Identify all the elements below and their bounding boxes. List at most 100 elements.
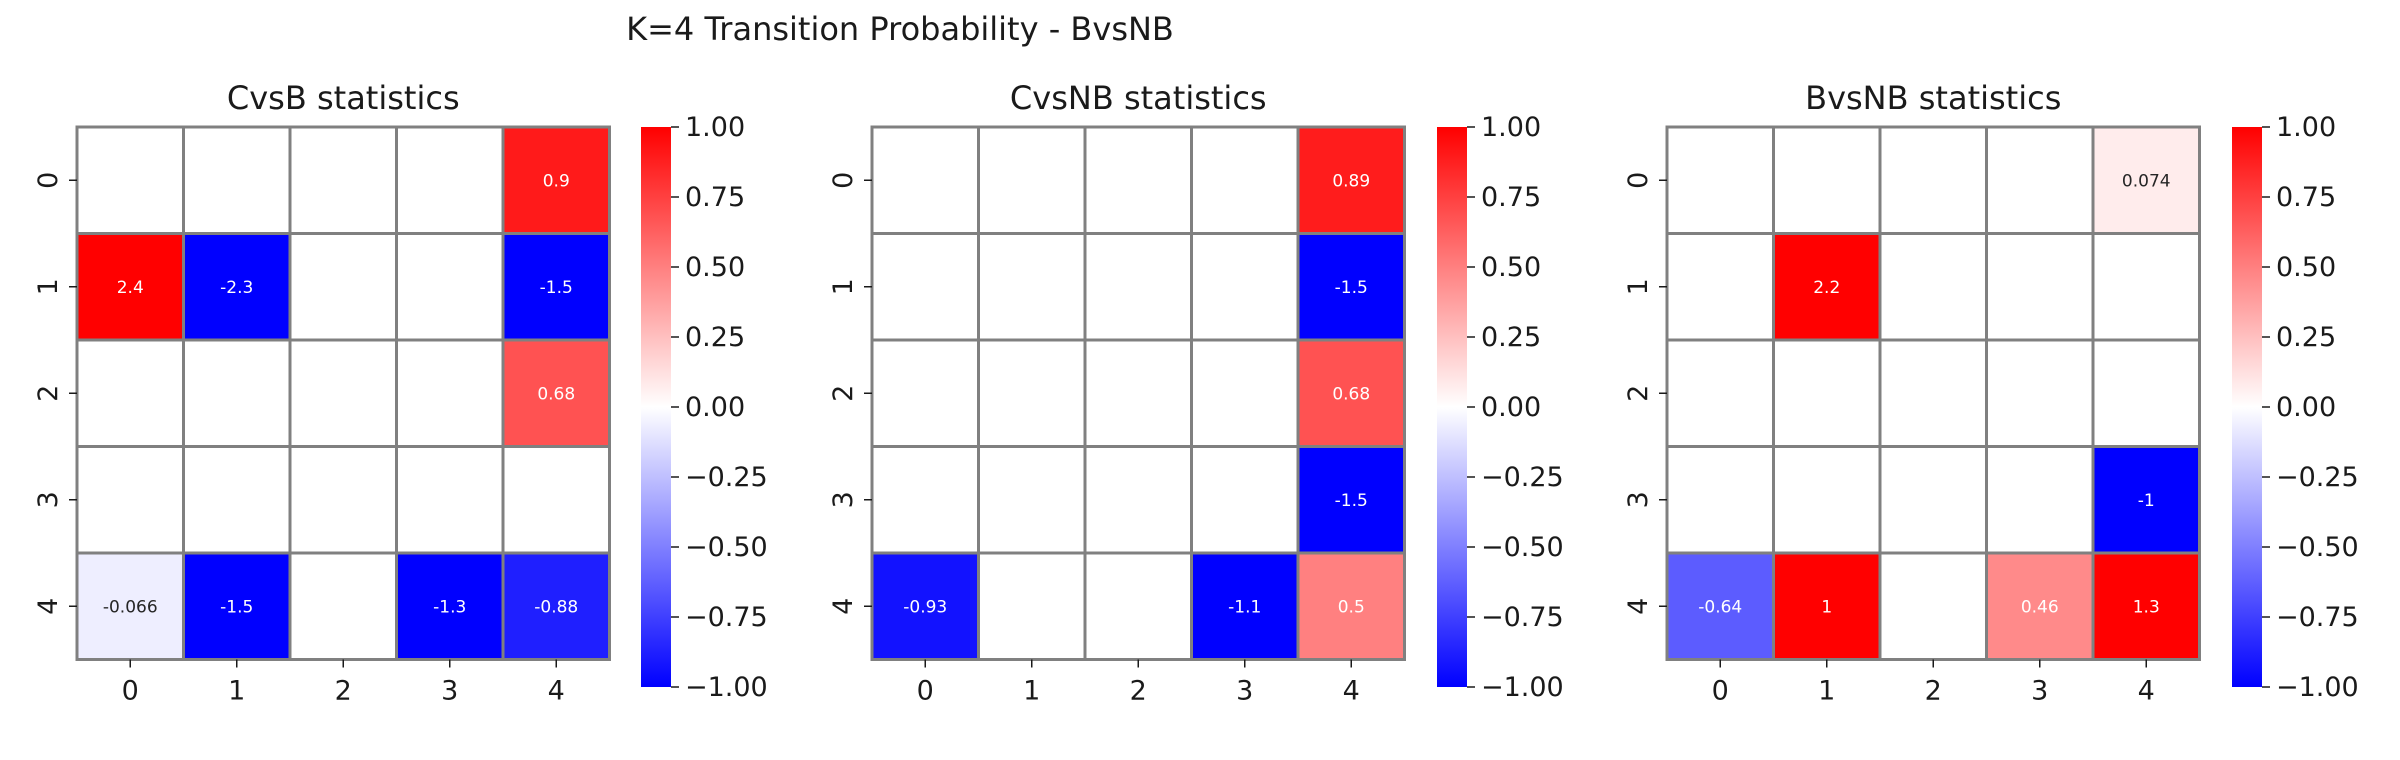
- heatmap-cell: [977, 445, 1087, 555]
- colorbar-tick-label: −0.50: [1481, 532, 1564, 563]
- colorbar-tick-label: 0.25: [1481, 322, 1541, 353]
- panel-title: CvsB statistics: [227, 79, 460, 117]
- x-tick-label: 3: [441, 676, 458, 707]
- cell-value-label: 0.68: [537, 384, 575, 404]
- heatmap-cell: [1772, 338, 1882, 448]
- y-tick-label: 2: [1623, 385, 1654, 402]
- heatmap-cell: [1083, 338, 1193, 448]
- heatmap-cell: [1985, 232, 2095, 342]
- heatmap-cell: [395, 125, 505, 235]
- colorbar-tick-label: −0.25: [1481, 462, 1564, 493]
- heatmap-cell: [1985, 445, 2095, 555]
- heatmap-panel-0: CvsB statistics 0.9 2.4 -2.3 -1.5 0.68 -0.066 -…: [33, 79, 768, 707]
- x-tick-label: 4: [548, 676, 565, 707]
- heatmap-cell: [1665, 125, 1775, 235]
- heatmap-cell: [1772, 125, 1882, 235]
- cell-value-label: 1: [1821, 597, 1832, 617]
- x-tick-label: 2: [1925, 676, 1942, 707]
- heatmap-cell: [288, 125, 398, 235]
- heatmap-cell: [1878, 232, 1988, 342]
- x-tick-label: 1: [228, 676, 245, 707]
- heatmap-cell: [182, 445, 292, 555]
- colorbar-tick-label: −0.25: [2276, 462, 2359, 493]
- cell-value-label: -1.5: [1335, 278, 1368, 298]
- y-tick-label: 2: [828, 385, 859, 402]
- heatmap-cell: [1296, 551, 1406, 661]
- colorbar-tick-label: −1.00: [2276, 672, 2359, 703]
- x-tick-label: 3: [1236, 676, 1253, 707]
- heatmap-cell: [75, 232, 185, 342]
- heatmap-cell: [1665, 445, 1775, 555]
- heatmap-cell: [870, 551, 980, 661]
- heatmap-cell: [1190, 551, 1300, 661]
- heatmap-cell: [2091, 232, 2201, 342]
- heatmap-cell: [182, 338, 292, 448]
- x-tick-label: 0: [122, 676, 139, 707]
- heatmap-cell: [2091, 445, 2201, 555]
- x-tick-label: 1: [1818, 676, 1835, 707]
- y-tick-label: 2: [33, 385, 64, 402]
- cell-value-label: 0.68: [1332, 384, 1370, 404]
- y-tick-label: 0: [1623, 172, 1654, 189]
- heatmap-cell: [75, 445, 185, 555]
- colorbar-tick-label: 0.50: [685, 252, 745, 283]
- cell-value-label: -1: [2138, 491, 2155, 511]
- colorbar-tick-label: 1.00: [1481, 112, 1541, 143]
- heatmap-cell: [1190, 125, 1300, 235]
- y-tick-label: 1: [33, 278, 64, 295]
- cell-value-label: 0.9: [543, 171, 570, 191]
- heatmap-cell: [1296, 125, 1406, 235]
- heatmap-panels: CvsB statistics 0.9 2.4 -2.3 -1.5 0.68 -0.066 -…: [33, 79, 2359, 707]
- heatmap-cell: [75, 338, 185, 448]
- heatmap-cell: [1772, 232, 1882, 342]
- colorbar-tick-label: 0.75: [2276, 182, 2336, 213]
- heatmap-cell: [395, 551, 505, 661]
- heatmap-cell: [870, 445, 980, 555]
- cell-value-label: 0.46: [2021, 597, 2059, 617]
- colorbar: [1437, 127, 1467, 687]
- cell-value-label: -0.066: [103, 597, 158, 617]
- colorbar-tick-label: 0.50: [2276, 252, 2336, 283]
- cell-value-label: 0.89: [1332, 171, 1370, 191]
- heatmap-cell: [1985, 338, 2095, 448]
- x-tick-label: 4: [1343, 676, 1360, 707]
- cell-value-label: 2.2: [1813, 278, 1840, 298]
- colorbar-tick-label: 0.75: [685, 182, 745, 213]
- colorbar-tick-label: 0.00: [2276, 392, 2336, 423]
- heatmap-cell: [1296, 445, 1406, 555]
- x-tick-label: 1: [1023, 676, 1040, 707]
- cell-value-label: -0.64: [1698, 597, 1742, 617]
- heatmap-cell: [1296, 338, 1406, 448]
- colorbar-tick-label: 0.50: [1481, 252, 1541, 283]
- colorbar-tick-label: 0.00: [685, 392, 745, 423]
- heatmap-cell: [1665, 338, 1775, 448]
- heatmap-cell: [1665, 232, 1775, 342]
- heatmap-cell: [288, 232, 398, 342]
- heatmap-cell: [977, 232, 1087, 342]
- colorbar: [2232, 127, 2262, 687]
- y-tick-label: 3: [828, 491, 859, 508]
- heatmap-cell: [1296, 232, 1406, 342]
- heatmap-cell: [870, 125, 980, 235]
- cell-value-label: -1.3: [433, 597, 466, 617]
- heatmap-cell: [1190, 232, 1300, 342]
- heatmap-cell: [288, 338, 398, 448]
- colorbar-tick-label: −0.75: [2276, 602, 2359, 633]
- colorbar-tick-label: 1.00: [685, 112, 745, 143]
- heatmap-cell: [288, 551, 398, 661]
- cell-value-label: -1.5: [1335, 491, 1368, 511]
- heatmap-panel-2: BvsNB statistics 0.074 2.2 -1 -0.64 1 0.46 1.3 0…: [1623, 79, 2359, 707]
- colorbar-tick-label: −0.50: [2276, 532, 2359, 563]
- heatmap-cell: [288, 445, 398, 555]
- heatmap-cell: [977, 125, 1087, 235]
- figure-title: K=4 Transition Probability - BvsNB: [626, 10, 1174, 48]
- colorbar-tick-label: −0.50: [685, 532, 768, 563]
- heatmap-cell: [182, 125, 292, 235]
- heatmap-cell: [75, 125, 185, 235]
- heatmap-cell: [1878, 551, 1988, 661]
- heatmap-cell: [1772, 551, 1882, 661]
- heatmap-cell: [1878, 125, 1988, 235]
- colorbar-tick-label: 0.75: [1481, 182, 1541, 213]
- heatmap-cell: [395, 338, 505, 448]
